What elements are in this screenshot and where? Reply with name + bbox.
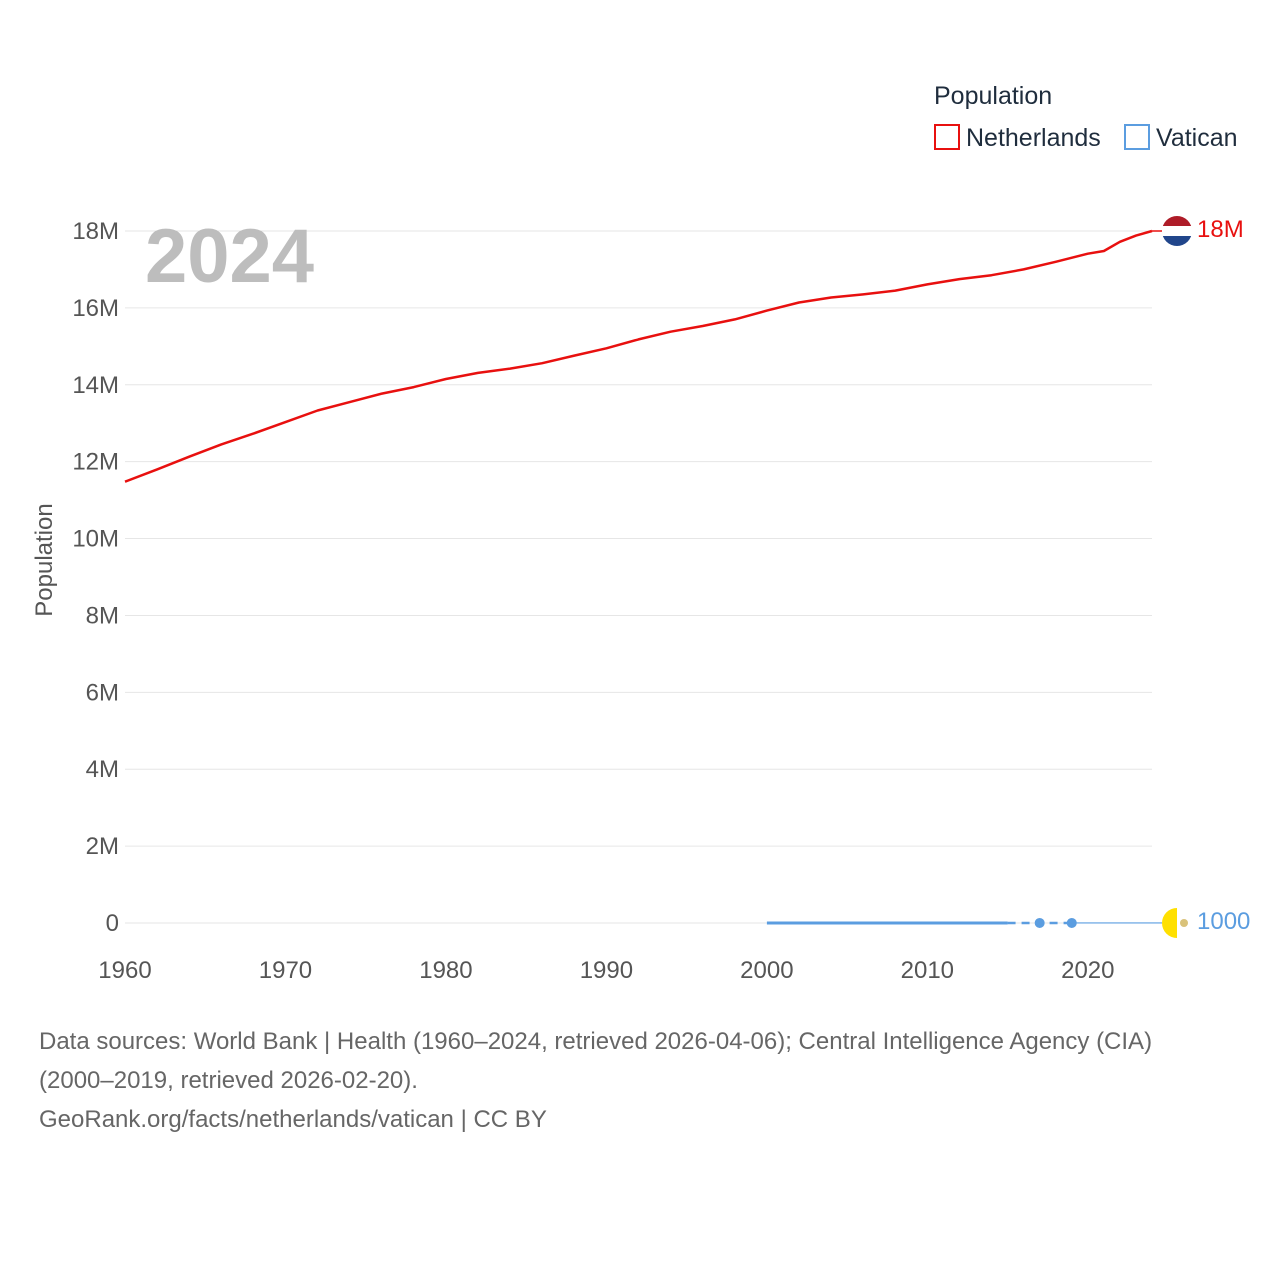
- x-tick-label: 1980: [419, 957, 472, 984]
- y-tick-label: 0: [106, 910, 119, 937]
- data-point-vatican: [1034, 917, 1045, 928]
- series-line-netherlands: [124, 229, 1153, 483]
- x-tick-label: 2020: [1061, 957, 1114, 984]
- y-axis-ticks: 0 2M 4M 6M 8M 10M 12M 14M 16M 18M: [72, 218, 119, 937]
- y-tick-label: 12M: [72, 449, 119, 476]
- population-chart: Population Netherlands Vatican 0 2M 4M 6M 8M…: [31, 82, 1250, 984]
- legend-title: Population: [934, 82, 1052, 110]
- netherlands-flag-icon: [1162, 216, 1192, 246]
- legend: Population Netherlands Vatican: [934, 82, 1238, 152]
- end-label-vatican: 1000: [1197, 908, 1250, 935]
- y-tick-label: 6M: [86, 679, 119, 706]
- legend-label-vatican: Vatican: [1156, 124, 1238, 152]
- y-tick-label: 10M: [72, 526, 119, 553]
- y-tick-label: 2M: [86, 833, 119, 860]
- data-point-vatican: [1066, 917, 1077, 928]
- sources-line-1: Data sources: World Bank | Health (1960–…: [39, 1028, 1153, 1055]
- y-tick-label: 14M: [72, 372, 119, 399]
- x-tick-label: 2000: [740, 957, 793, 984]
- gridlines: [125, 230, 1152, 924]
- x-tick-label: 1990: [580, 957, 633, 984]
- x-tick-label: 1960: [98, 957, 151, 984]
- x-tick-label: 2010: [901, 957, 954, 984]
- legend-item-netherlands[interactable]: Netherlands: [934, 124, 1101, 152]
- legend-item-vatican[interactable]: Vatican: [1124, 124, 1238, 152]
- y-tick-label: 4M: [86, 756, 119, 783]
- sources-line-2: (2000–2019, retrieved 2026-02-20).: [39, 1067, 418, 1094]
- legend-label-netherlands: Netherlands: [966, 124, 1101, 152]
- vatican-flag-icon: [1162, 908, 1192, 938]
- credit-link[interactable]: GeoRank.org/facts/netherlands/vatican | …: [39, 1106, 547, 1133]
- y-axis-label: Population: [31, 503, 58, 616]
- y-tick-label: 18M: [72, 218, 119, 245]
- footer: Data sources: World Bank | Health (1960–…: [39, 1022, 1249, 1139]
- x-axis-ticks: 1960 1970 1980 1990 2000 2010 2020: [98, 957, 1114, 984]
- y-tick-label: 16M: [72, 295, 119, 322]
- series-lines: [124, 229, 1162, 928]
- end-label-netherlands: 18M: [1197, 216, 1244, 243]
- legend-swatch-netherlands: [934, 124, 960, 150]
- legend-swatch-vatican: [1124, 124, 1150, 150]
- year-label: 2024: [145, 214, 314, 299]
- x-tick-label: 1970: [259, 957, 312, 984]
- y-tick-label: 8M: [86, 602, 119, 629]
